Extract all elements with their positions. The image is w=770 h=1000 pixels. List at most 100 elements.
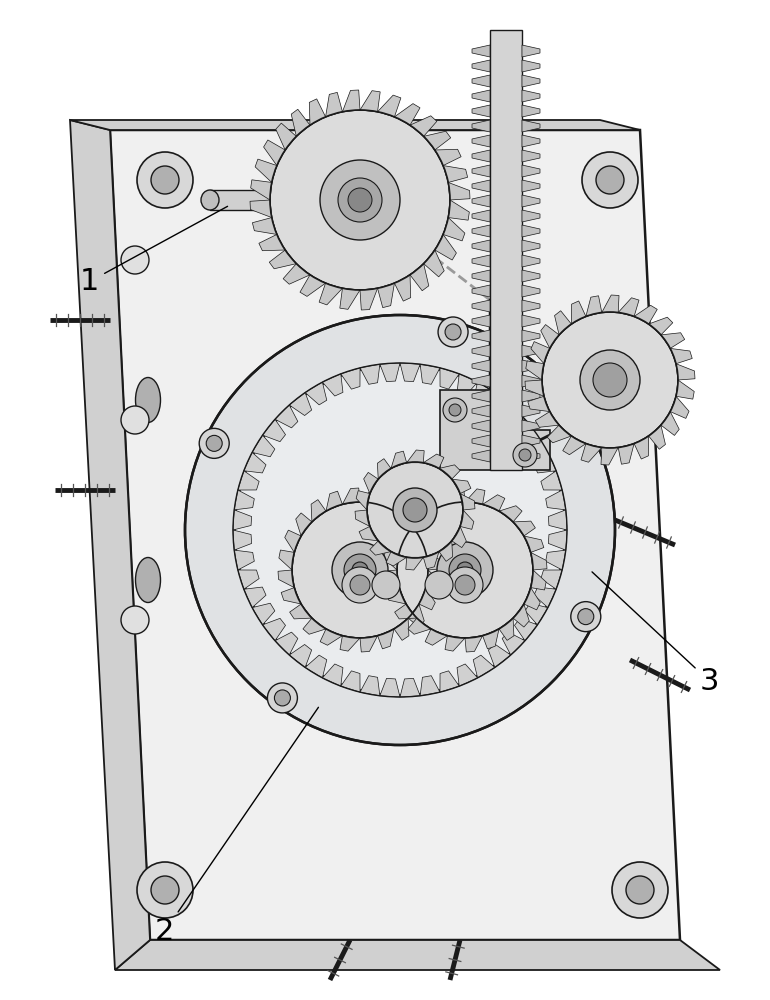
- Polygon shape: [234, 550, 254, 570]
- Polygon shape: [472, 210, 490, 222]
- Polygon shape: [391, 451, 407, 468]
- Circle shape: [612, 862, 668, 918]
- Circle shape: [425, 571, 453, 599]
- Polygon shape: [548, 530, 567, 550]
- Polygon shape: [488, 644, 511, 667]
- Polygon shape: [426, 570, 441, 590]
- Text: 1: 1: [80, 206, 228, 296]
- Polygon shape: [525, 603, 548, 625]
- Polygon shape: [648, 425, 665, 449]
- Polygon shape: [255, 159, 277, 182]
- Polygon shape: [291, 109, 310, 136]
- Polygon shape: [110, 130, 680, 940]
- Polygon shape: [416, 500, 431, 522]
- Polygon shape: [472, 225, 490, 237]
- Polygon shape: [431, 491, 447, 511]
- Polygon shape: [465, 636, 483, 652]
- Polygon shape: [278, 570, 294, 588]
- Polygon shape: [448, 182, 470, 200]
- Polygon shape: [522, 225, 540, 237]
- Polygon shape: [319, 283, 343, 305]
- Polygon shape: [407, 450, 424, 463]
- Polygon shape: [386, 588, 406, 604]
- Polygon shape: [370, 541, 391, 555]
- Polygon shape: [472, 405, 490, 417]
- Polygon shape: [531, 570, 546, 590]
- Polygon shape: [400, 363, 420, 382]
- Polygon shape: [359, 526, 378, 541]
- Polygon shape: [541, 471, 562, 490]
- Polygon shape: [326, 92, 343, 117]
- Polygon shape: [676, 364, 695, 380]
- Circle shape: [338, 178, 382, 222]
- Polygon shape: [483, 629, 499, 649]
- Polygon shape: [343, 488, 360, 504]
- Circle shape: [199, 428, 229, 458]
- Polygon shape: [634, 436, 648, 459]
- Polygon shape: [424, 454, 444, 468]
- Polygon shape: [513, 521, 535, 536]
- Circle shape: [350, 575, 370, 595]
- Polygon shape: [303, 618, 326, 634]
- Polygon shape: [457, 664, 477, 686]
- Polygon shape: [472, 300, 490, 312]
- Circle shape: [393, 488, 437, 532]
- Polygon shape: [244, 587, 266, 608]
- Circle shape: [121, 246, 149, 274]
- Polygon shape: [250, 200, 272, 218]
- Polygon shape: [546, 550, 566, 570]
- Polygon shape: [522, 75, 540, 87]
- Polygon shape: [115, 940, 720, 970]
- Polygon shape: [377, 629, 394, 649]
- Polygon shape: [634, 305, 658, 324]
- Polygon shape: [522, 435, 540, 447]
- Polygon shape: [410, 116, 437, 136]
- Polygon shape: [502, 405, 525, 428]
- Polygon shape: [383, 570, 400, 588]
- Polygon shape: [474, 382, 495, 405]
- Polygon shape: [472, 450, 490, 462]
- Polygon shape: [355, 510, 370, 526]
- Circle shape: [596, 166, 624, 194]
- Polygon shape: [452, 479, 471, 494]
- Circle shape: [397, 502, 533, 638]
- Polygon shape: [524, 588, 541, 610]
- Polygon shape: [406, 557, 424, 570]
- Polygon shape: [472, 345, 490, 357]
- Circle shape: [519, 449, 531, 461]
- Circle shape: [372, 571, 400, 599]
- Circle shape: [267, 683, 297, 713]
- Polygon shape: [395, 604, 417, 619]
- Polygon shape: [483, 495, 505, 511]
- Polygon shape: [440, 390, 550, 470]
- Polygon shape: [426, 552, 442, 570]
- Polygon shape: [380, 363, 400, 382]
- Polygon shape: [472, 240, 490, 252]
- Polygon shape: [526, 361, 544, 380]
- Polygon shape: [535, 412, 559, 427]
- Polygon shape: [513, 604, 529, 627]
- Polygon shape: [472, 270, 490, 282]
- Polygon shape: [300, 275, 326, 296]
- Polygon shape: [233, 530, 252, 550]
- Polygon shape: [465, 489, 485, 504]
- Circle shape: [121, 606, 149, 634]
- Polygon shape: [323, 664, 343, 686]
- Polygon shape: [363, 472, 378, 494]
- Polygon shape: [341, 368, 360, 389]
- Polygon shape: [394, 104, 420, 125]
- Polygon shape: [210, 190, 350, 210]
- Polygon shape: [472, 135, 490, 147]
- Polygon shape: [534, 452, 556, 473]
- Polygon shape: [488, 393, 511, 416]
- Polygon shape: [472, 180, 490, 192]
- Circle shape: [542, 312, 678, 448]
- Polygon shape: [472, 120, 490, 132]
- Polygon shape: [472, 165, 490, 177]
- Polygon shape: [534, 587, 556, 608]
- Polygon shape: [472, 420, 490, 432]
- Polygon shape: [424, 552, 439, 569]
- Polygon shape: [522, 165, 540, 177]
- Polygon shape: [522, 315, 540, 327]
- Polygon shape: [522, 450, 540, 462]
